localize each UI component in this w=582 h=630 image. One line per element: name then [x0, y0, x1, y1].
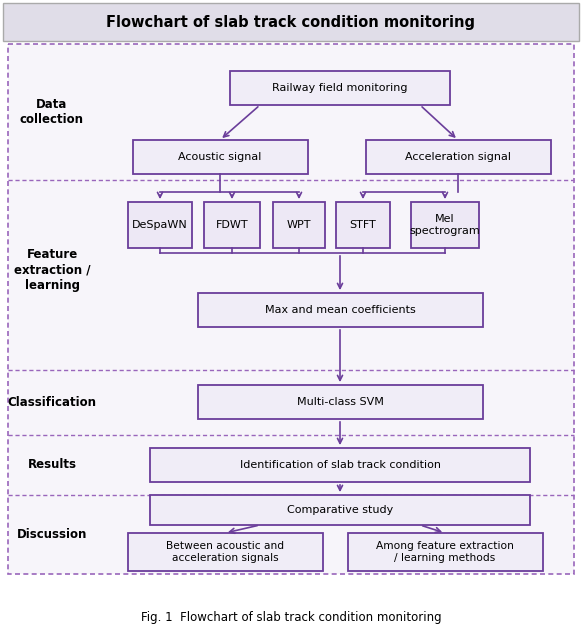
FancyBboxPatch shape [411, 202, 479, 248]
FancyBboxPatch shape [127, 533, 322, 571]
Text: Results: Results [27, 459, 76, 471]
FancyBboxPatch shape [128, 202, 192, 248]
FancyBboxPatch shape [204, 202, 260, 248]
Text: Between acoustic and
acceleration signals: Between acoustic and acceleration signal… [166, 541, 284, 563]
FancyBboxPatch shape [273, 202, 325, 248]
Text: Feature
extraction /
learning: Feature extraction / learning [14, 248, 90, 292]
FancyBboxPatch shape [365, 140, 551, 174]
FancyBboxPatch shape [8, 44, 574, 574]
FancyBboxPatch shape [230, 71, 450, 105]
Text: Fig. 1  Flowchart of slab track condition monitoring: Fig. 1 Flowchart of slab track condition… [141, 612, 441, 624]
Text: Mel
spectrogram: Mel spectrogram [410, 214, 480, 236]
Text: WPT: WPT [287, 220, 311, 230]
Text: Data
collection: Data collection [20, 98, 84, 126]
FancyBboxPatch shape [347, 533, 542, 571]
FancyBboxPatch shape [133, 140, 307, 174]
FancyBboxPatch shape [336, 202, 390, 248]
Text: Discussion: Discussion [17, 529, 87, 542]
FancyBboxPatch shape [197, 293, 482, 327]
FancyBboxPatch shape [197, 385, 482, 419]
Text: Multi-class SVM: Multi-class SVM [297, 397, 384, 407]
Text: STFT: STFT [350, 220, 377, 230]
Text: FDWT: FDWT [216, 220, 249, 230]
Text: Railway field monitoring: Railway field monitoring [272, 83, 408, 93]
Text: Acceleration signal: Acceleration signal [405, 152, 511, 162]
Text: Classification: Classification [8, 396, 97, 408]
FancyBboxPatch shape [3, 3, 579, 41]
Text: DeSpaWN: DeSpaWN [132, 220, 188, 230]
Text: Acoustic signal: Acoustic signal [178, 152, 262, 162]
Text: Among feature extraction
/ learning methods: Among feature extraction / learning meth… [376, 541, 514, 563]
Text: Comparative study: Comparative study [287, 505, 393, 515]
Text: Flowchart of slab track condition monitoring: Flowchart of slab track condition monito… [107, 14, 475, 30]
FancyBboxPatch shape [150, 448, 530, 482]
FancyBboxPatch shape [150, 495, 530, 525]
Text: Max and mean coefficients: Max and mean coefficients [265, 305, 416, 315]
Text: Identification of slab track condition: Identification of slab track condition [240, 460, 441, 470]
